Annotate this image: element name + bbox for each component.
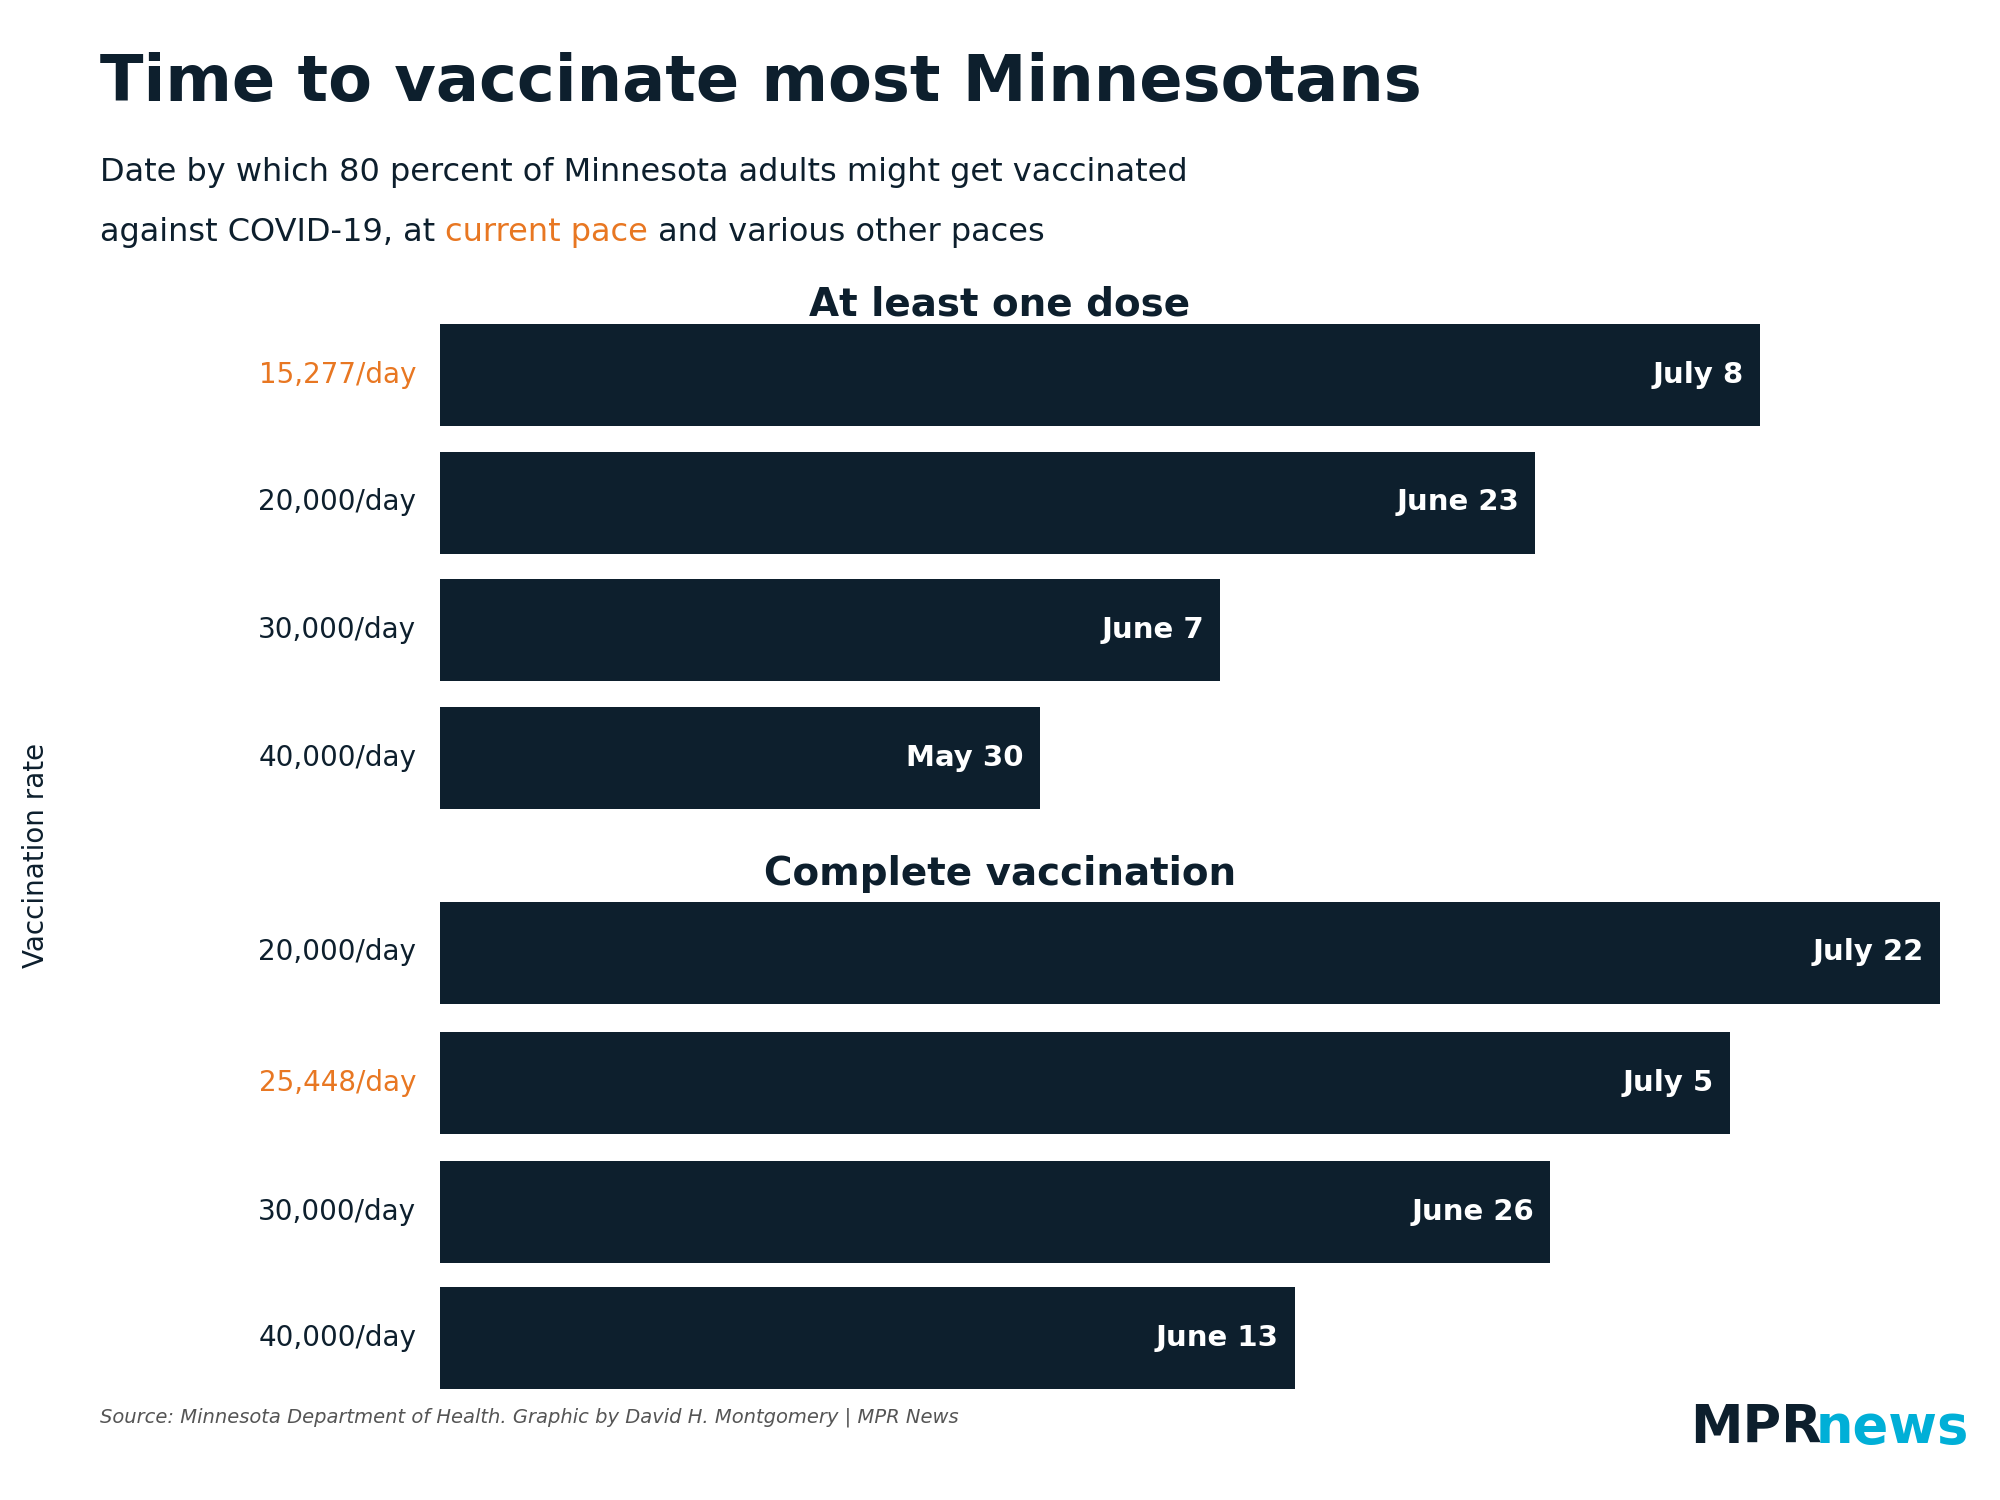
Text: 30,000/day: 30,000/day [258, 1198, 416, 1225]
Text: news: news [1816, 1402, 1970, 1453]
Text: 30,000/day: 30,000/day [258, 616, 416, 644]
Text: June 13: June 13 [1156, 1324, 1280, 1352]
Text: 40,000/day: 40,000/day [258, 744, 416, 771]
Text: June 23: June 23 [1396, 489, 1520, 516]
Text: current pace: current pace [446, 217, 648, 249]
Text: June 26: June 26 [1412, 1198, 1534, 1225]
Text: against COVID-19, at: against COVID-19, at [100, 217, 446, 249]
Text: July 22: July 22 [1812, 939, 1924, 966]
Text: 20,000/day: 20,000/day [258, 939, 416, 966]
Text: June 7: June 7 [1102, 616, 1204, 644]
Text: 20,000/day: 20,000/day [258, 489, 416, 516]
Text: Date by which 80 percent of Minnesota adults might get vaccinated: Date by which 80 percent of Minnesota ad… [100, 158, 1188, 189]
Text: July 5: July 5 [1622, 1070, 1714, 1096]
Text: Time to vaccinate most Minnesotans: Time to vaccinate most Minnesotans [100, 53, 1422, 114]
Text: 25,448/day: 25,448/day [258, 1070, 416, 1096]
Text: 15,277/day: 15,277/day [258, 362, 416, 388]
Text: July 8: July 8 [1652, 362, 1744, 388]
Text: Vaccination rate: Vaccination rate [22, 742, 50, 968]
Text: At least one dose: At least one dose [810, 285, 1190, 322]
Text: Complete vaccination: Complete vaccination [764, 855, 1236, 892]
Text: and various other paces: and various other paces [648, 217, 1044, 249]
Text: 40,000/day: 40,000/day [258, 1324, 416, 1352]
Text: MPR: MPR [1690, 1402, 1822, 1453]
Text: Source: Minnesota Department of Health. Graphic by David H. Montgomery | MPR New: Source: Minnesota Department of Health. … [100, 1407, 958, 1428]
Text: May 30: May 30 [906, 744, 1024, 771]
